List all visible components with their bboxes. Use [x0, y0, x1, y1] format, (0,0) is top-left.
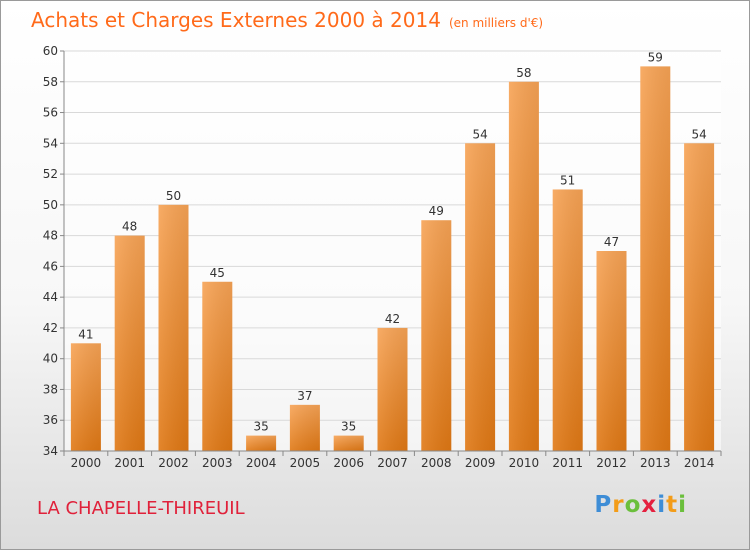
x-tick-label: 2000 [71, 456, 102, 470]
place-name: LA CHAPELLE-THIREUIL [37, 498, 245, 519]
bar-shade [596, 251, 627, 451]
x-tick-label: 2008 [421, 456, 452, 470]
y-tick-label: 40 [43, 352, 58, 366]
x-tick-label: 2004 [246, 456, 277, 470]
x-tick-label: 2001 [114, 456, 145, 470]
bar-value-label: 41 [78, 327, 93, 341]
logo-letter: i [678, 492, 687, 518]
y-tick-label: 48 [43, 229, 58, 243]
logo-letter: o [624, 492, 642, 518]
x-tick-label: 2006 [333, 456, 364, 470]
bar-shade [377, 327, 408, 451]
bar-shade [465, 143, 496, 452]
y-tick-label: 50 [43, 198, 58, 212]
logo-letter: i [657, 492, 667, 518]
y-tick-label: 38 [43, 382, 58, 396]
bar-value-label: 35 [253, 420, 268, 434]
bar-shade [246, 435, 277, 451]
y-tick-label: 46 [43, 259, 58, 273]
x-tick-label: 2003 [202, 456, 233, 470]
bar-shade [421, 220, 452, 451]
bar-shade [202, 281, 233, 451]
x-tick-label: 2009 [465, 456, 496, 470]
x-tick-label: 2010 [509, 456, 540, 470]
bar-value-label: 42 [385, 312, 400, 326]
bar-shade [684, 143, 715, 452]
logo-letter: P [594, 492, 613, 518]
chart-title-block: Achats et Charges Externes 2000 à 2014 (e… [31, 8, 543, 32]
bar-value-label: 54 [691, 127, 706, 141]
bar-shade [508, 81, 539, 452]
chart-title: Achats et Charges Externes 2000 à 2014 [31, 8, 441, 32]
y-tick-label: 56 [43, 106, 58, 120]
bar-shade [289, 404, 320, 451]
x-tick-label: 2011 [552, 456, 583, 470]
bar-value-label: 58 [516, 66, 531, 80]
bar-value-label: 45 [210, 266, 225, 280]
proxiti-logo: Proxiti [594, 492, 687, 518]
bar-shade [158, 204, 189, 451]
y-tick-label: 54 [43, 136, 58, 150]
bar-value-label: 35 [341, 420, 356, 434]
bar-value-label: 48 [122, 220, 137, 234]
logo-letter: r [612, 492, 625, 518]
logo-letter: t [666, 492, 679, 518]
bar-value-label: 37 [297, 389, 312, 403]
y-tick-label: 44 [43, 290, 58, 304]
y-tick-label: 52 [43, 167, 58, 181]
bar-value-label: 49 [429, 204, 444, 218]
x-tick-label: 2002 [158, 456, 189, 470]
bar-shade [640, 66, 671, 451]
x-tick-label: 2012 [596, 456, 627, 470]
bar-value-label: 59 [648, 50, 663, 64]
y-tick-label: 60 [43, 44, 58, 58]
bar-value-label: 50 [166, 189, 181, 203]
bar-shade [333, 435, 364, 451]
x-tick-label: 2005 [290, 456, 321, 470]
bar-shade [552, 189, 583, 451]
bar-value-label: 47 [604, 235, 619, 249]
x-tick-label: 2014 [684, 456, 715, 470]
bar-shade [114, 235, 145, 451]
x-tick-label: 2013 [640, 456, 671, 470]
bar-value-label: 54 [472, 127, 487, 141]
bar-shade [70, 343, 101, 451]
y-tick-label: 34 [43, 444, 58, 458]
chart-subtitle: (en milliers d'€) [448, 16, 544, 30]
y-tick-label: 36 [43, 413, 58, 427]
bars: 41 48 50 45 35 37 35 42 49 54 58 51 47 59 54 [70, 50, 715, 452]
x-tick-label: 2007 [377, 456, 408, 470]
y-tick-label: 42 [43, 321, 58, 335]
y-tick-label: 58 [43, 75, 58, 89]
logo-letter: x [641, 492, 658, 518]
bar-value-label: 51 [560, 173, 575, 187]
axes: 34 36 38 40 42 44 46 48 50 52 54 56 58 60 2000 2001 2002… [43, 44, 722, 470]
